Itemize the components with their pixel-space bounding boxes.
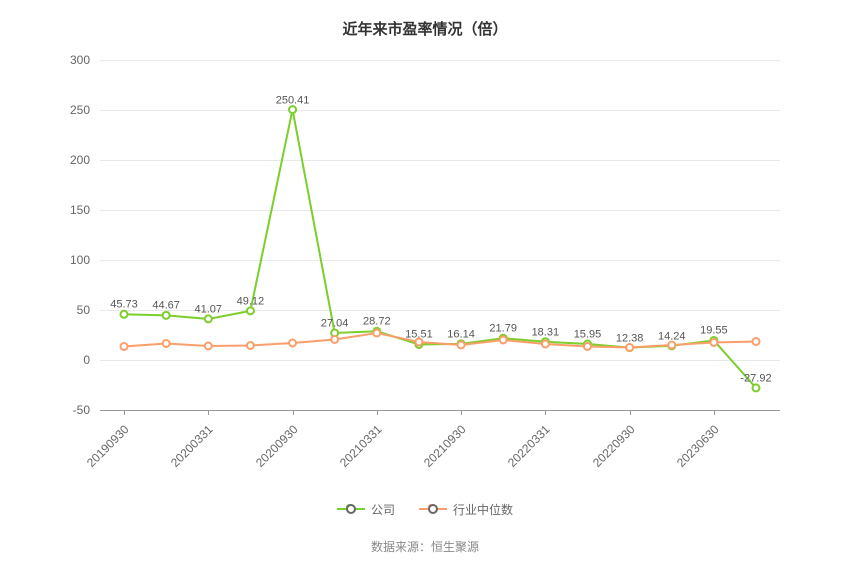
series-marker [500, 337, 507, 344]
data-point-label: 16.14 [447, 328, 475, 340]
x-tick-label: 20210331 [337, 422, 385, 470]
series-marker [163, 312, 170, 319]
series-lines [100, 60, 780, 410]
x-tick [124, 410, 125, 415]
pe-ratio-chart: 近年来市盈率情况（倍） -50 0 50 100 150 200 250 300 45.73 4… [0, 0, 850, 575]
series-marker [331, 336, 338, 343]
data-point-label: 15.51 [405, 329, 433, 341]
data-point-label: 21.79 [489, 323, 517, 335]
legend-item[interactable]: 公司 [337, 501, 395, 518]
x-tick [293, 410, 294, 415]
series-marker [753, 384, 760, 391]
x-tick [714, 410, 715, 415]
series-marker [668, 342, 675, 349]
legend-label: 公司 [371, 501, 395, 518]
legend-marker-icon [419, 503, 447, 515]
series-marker [626, 344, 633, 351]
series-marker [289, 106, 296, 113]
x-tick-label: 20230630 [674, 422, 722, 470]
y-tick-label: 0 [40, 353, 90, 367]
data-point-label: 45.73 [110, 299, 138, 311]
series-marker [289, 340, 296, 347]
y-tick-label: 250 [40, 103, 90, 117]
x-tick-label: 20200331 [168, 422, 216, 470]
legend: 公司 行业中位数 [0, 501, 850, 521]
data-point-label: 19.55 [700, 325, 728, 337]
series-marker [542, 341, 549, 348]
series-marker [584, 343, 591, 350]
series-marker [247, 342, 254, 349]
x-axis-line [100, 410, 780, 411]
y-tick-label: 150 [40, 203, 90, 217]
plot-area: -50050100150200250300 45.7344.6741.0749.… [100, 60, 780, 410]
legend-marker-icon [337, 503, 365, 515]
series-marker [205, 315, 212, 322]
x-tick-label: 20200930 [253, 422, 301, 470]
data-point-label: 15.95 [574, 328, 602, 340]
data-point-label: 14.24 [658, 330, 686, 342]
data-point-label: 27.04 [321, 317, 349, 329]
chart-title: 近年来市盈率情况（倍） [0, 0, 850, 49]
series-marker [121, 343, 128, 350]
x-tick [630, 410, 631, 415]
y-tick-label: 100 [40, 253, 90, 267]
data-point-label: 41.07 [195, 303, 223, 315]
series-marker [247, 307, 254, 314]
data-point-label: 28.72 [363, 316, 391, 328]
x-tick [461, 410, 462, 415]
x-tick-label: 20220930 [590, 422, 638, 470]
y-tick-label: -50 [40, 403, 90, 417]
data-point-label: 44.67 [152, 300, 180, 312]
legend-label: 行业中位数 [453, 501, 513, 518]
y-tick-label: 200 [40, 153, 90, 167]
data-point-label: 49.12 [237, 295, 265, 307]
series-marker [373, 330, 380, 337]
series-marker [458, 342, 465, 349]
data-point-label: 250.41 [276, 94, 310, 106]
x-tick-label: 20210930 [421, 422, 469, 470]
series-marker [753, 338, 760, 345]
data-point-label: 18.31 [532, 326, 560, 338]
series-marker [205, 343, 212, 350]
series-marker [710, 339, 717, 346]
y-tick-label: 300 [40, 53, 90, 67]
x-tick-label: 20220331 [505, 422, 553, 470]
y-tick-label: 50 [40, 303, 90, 317]
x-tick [545, 410, 546, 415]
x-tick-label: 20190930 [84, 422, 132, 470]
series-marker [163, 340, 170, 347]
x-tick [208, 410, 209, 415]
data-point-label: 12.38 [616, 332, 644, 344]
data-source-note: 数据来源：恒生聚源 [0, 538, 850, 555]
series-marker [121, 311, 128, 318]
legend-item[interactable]: 行业中位数 [419, 501, 513, 518]
data-point-label: -27.92 [740, 372, 771, 384]
x-tick [377, 410, 378, 415]
